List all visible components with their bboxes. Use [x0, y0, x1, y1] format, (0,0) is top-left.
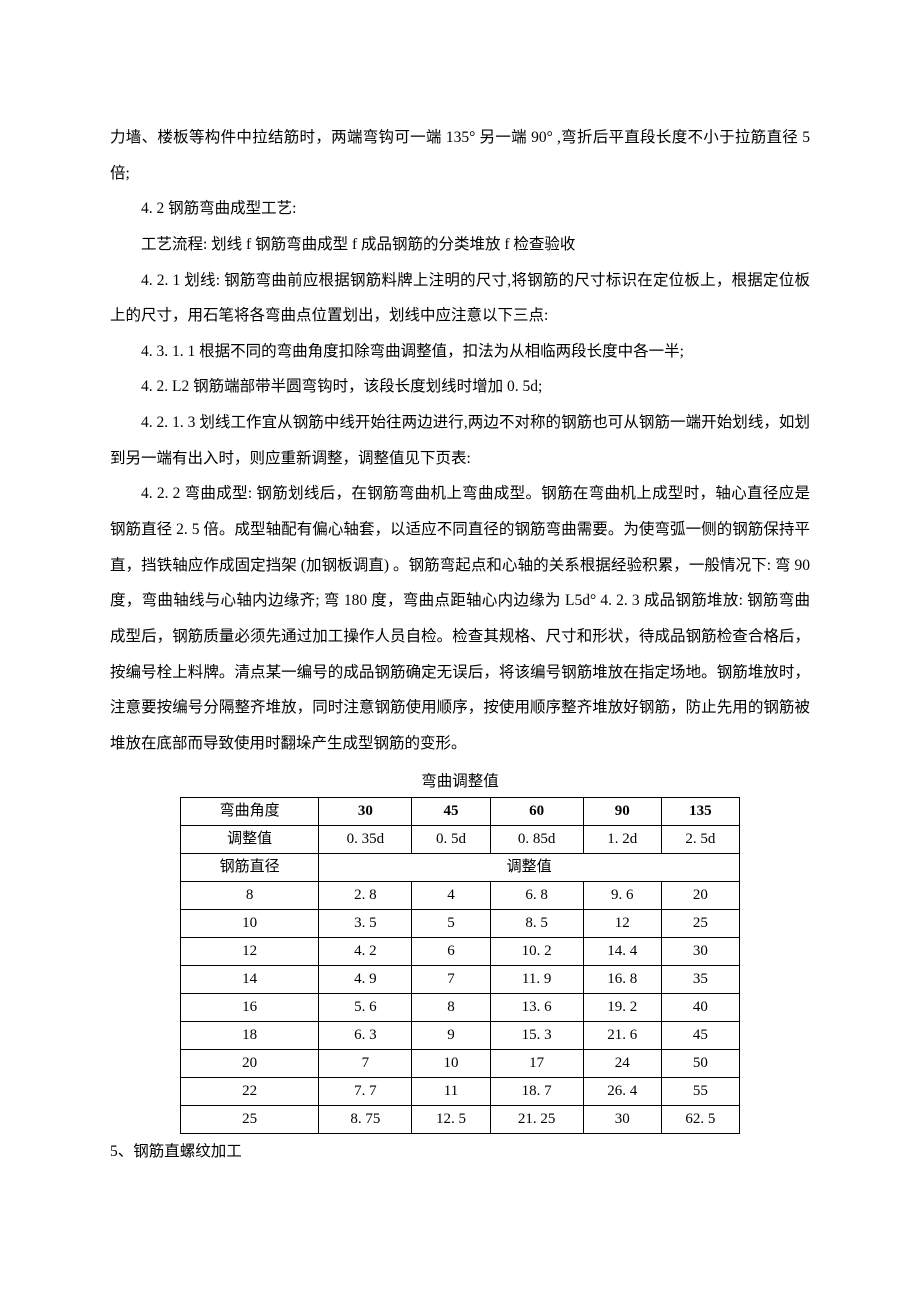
cell-value: 24	[583, 1049, 661, 1077]
paragraph-4: 4. 2. 1 划线: 钢筋弯曲前应根据钢筋料牌上注明的尺寸,将钢筋的尺寸标识在…	[110, 263, 810, 334]
cell-value: 7. 7	[319, 1077, 412, 1105]
cell-value: 7	[319, 1049, 412, 1077]
cell-value: 15. 3	[490, 1021, 583, 1049]
cell-diameter: 14	[181, 965, 319, 993]
cell-angle: 30	[319, 797, 412, 825]
cell-value: 12	[583, 909, 661, 937]
cell-value: 11. 9	[490, 965, 583, 993]
cell-value: 8. 5	[490, 909, 583, 937]
document-page: 力墙、楼板等构件中拉结筋时，两端弯钩可一端 135° 另一端 90° ,弯折后平…	[0, 0, 920, 1301]
paragraph-3: 工艺流程: 划线 f 钢筋弯曲成型 f 成品钢筋的分类堆放 f 检查验收	[110, 227, 810, 263]
cell-value: 17	[490, 1049, 583, 1077]
cell-value: 50	[661, 1049, 739, 1077]
cell-diameter: 25	[181, 1105, 319, 1133]
section-5-heading: 5、钢筋直螺纹加工	[110, 1134, 810, 1170]
cell-value: 10	[412, 1049, 490, 1077]
cell-diameter: 16	[181, 993, 319, 1021]
cell-value: 35	[661, 965, 739, 993]
cell-value: 20	[661, 881, 739, 909]
table-row-diam-header: 钢筋直径 调整值	[181, 853, 740, 881]
cell-angle: 60	[490, 797, 583, 825]
cell-value: 11	[412, 1077, 490, 1105]
cell-value: 8. 75	[319, 1105, 412, 1133]
paragraph-5: 4. 3. 1. 1 根据不同的弯曲角度扣除弯曲调整值，扣法为从相临两段长度中各…	[110, 334, 810, 370]
cell-value: 5	[412, 909, 490, 937]
table-caption: 弯曲调整值	[110, 766, 810, 797]
table-row: 124. 2610. 214. 430	[181, 937, 740, 965]
table-body-diameters: 82. 846. 89. 620103. 558. 51225124. 2610…	[181, 881, 740, 1133]
table-row: 186. 3915. 321. 645	[181, 1021, 740, 1049]
cell-adj-value: 0. 85d	[490, 825, 583, 853]
cell-adj-value: 0. 5d	[412, 825, 490, 853]
cell-value: 62. 5	[661, 1105, 739, 1133]
table-row: 20710172450	[181, 1049, 740, 1077]
cell-value: 5. 6	[319, 993, 412, 1021]
table-row: 144. 9711. 916. 835	[181, 965, 740, 993]
paragraph-1: 力墙、楼板等构件中拉结筋时，两端弯钩可一端 135° 另一端 90° ,弯折后平…	[110, 120, 810, 191]
cell-value: 45	[661, 1021, 739, 1049]
paragraph-6: 4. 2. L2 钢筋端部带半圆弯钩时，该段长度划线时增加 0. 5d;	[110, 369, 810, 405]
cell-adj-label: 调整值	[181, 825, 319, 853]
paragraph-7: 4. 2. 1. 3 划线工作宜从钢筋中线开始往两边进行,两边不对称的钢筋也可从…	[110, 405, 810, 476]
cell-value: 14. 4	[583, 937, 661, 965]
cell-diam-span-label: 调整值	[319, 853, 740, 881]
cell-value: 26. 4	[583, 1077, 661, 1105]
cell-value: 6. 8	[490, 881, 583, 909]
table-row: 227. 71118. 726. 455	[181, 1077, 740, 1105]
cell-value: 16. 8	[583, 965, 661, 993]
cell-diameter: 8	[181, 881, 319, 909]
cell-angle: 90	[583, 797, 661, 825]
cell-angle-label: 弯曲角度	[181, 797, 319, 825]
table-row-adj-values: 调整值 0. 35d 0. 5d 0. 85d 1. 2d 2. 5d	[181, 825, 740, 853]
cell-value: 21. 6	[583, 1021, 661, 1049]
cell-value: 4	[412, 881, 490, 909]
cell-adj-value: 2. 5d	[661, 825, 739, 853]
table-row: 165. 6813. 619. 240	[181, 993, 740, 1021]
table-row: 258. 7512. 521. 253062. 5	[181, 1105, 740, 1133]
cell-adj-value: 1. 2d	[583, 825, 661, 853]
cell-diameter: 12	[181, 937, 319, 965]
cell-value: 55	[661, 1077, 739, 1105]
cell-value: 21. 25	[490, 1105, 583, 1133]
cell-value: 7	[412, 965, 490, 993]
cell-value: 4. 9	[319, 965, 412, 993]
cell-value: 40	[661, 993, 739, 1021]
paragraph-8: 4. 2. 2 弯曲成型: 钢筋划线后，在钢筋弯曲机上弯曲成型。钢筋在弯曲机上成…	[110, 476, 810, 761]
cell-diameter: 22	[181, 1077, 319, 1105]
cell-diam-label: 钢筋直径	[181, 853, 319, 881]
cell-value: 6	[412, 937, 490, 965]
cell-value: 2. 8	[319, 881, 412, 909]
paragraph-2: 4. 2 钢筋弯曲成型工艺:	[110, 191, 810, 227]
cell-value: 3. 5	[319, 909, 412, 937]
cell-value: 9	[412, 1021, 490, 1049]
cell-diameter: 20	[181, 1049, 319, 1077]
table-row-header-angles: 弯曲角度 30 45 60 90 135	[181, 797, 740, 825]
cell-angle: 135	[661, 797, 739, 825]
cell-value: 30	[583, 1105, 661, 1133]
cell-value: 25	[661, 909, 739, 937]
cell-value: 18. 7	[490, 1077, 583, 1105]
cell-value: 4. 2	[319, 937, 412, 965]
cell-value: 9. 6	[583, 881, 661, 909]
adjustment-table: 弯曲角度 30 45 60 90 135 调整值 0. 35d 0. 5d 0.…	[180, 797, 740, 1134]
cell-diameter: 10	[181, 909, 319, 937]
cell-value: 10. 2	[490, 937, 583, 965]
cell-diameter: 18	[181, 1021, 319, 1049]
table-row: 82. 846. 89. 620	[181, 881, 740, 909]
cell-value: 12. 5	[412, 1105, 490, 1133]
cell-value: 30	[661, 937, 739, 965]
cell-angle: 45	[412, 797, 490, 825]
cell-value: 13. 6	[490, 993, 583, 1021]
cell-adj-value: 0. 35d	[319, 825, 412, 853]
table-row: 103. 558. 51225	[181, 909, 740, 937]
cell-value: 6. 3	[319, 1021, 412, 1049]
cell-value: 8	[412, 993, 490, 1021]
cell-value: 19. 2	[583, 993, 661, 1021]
